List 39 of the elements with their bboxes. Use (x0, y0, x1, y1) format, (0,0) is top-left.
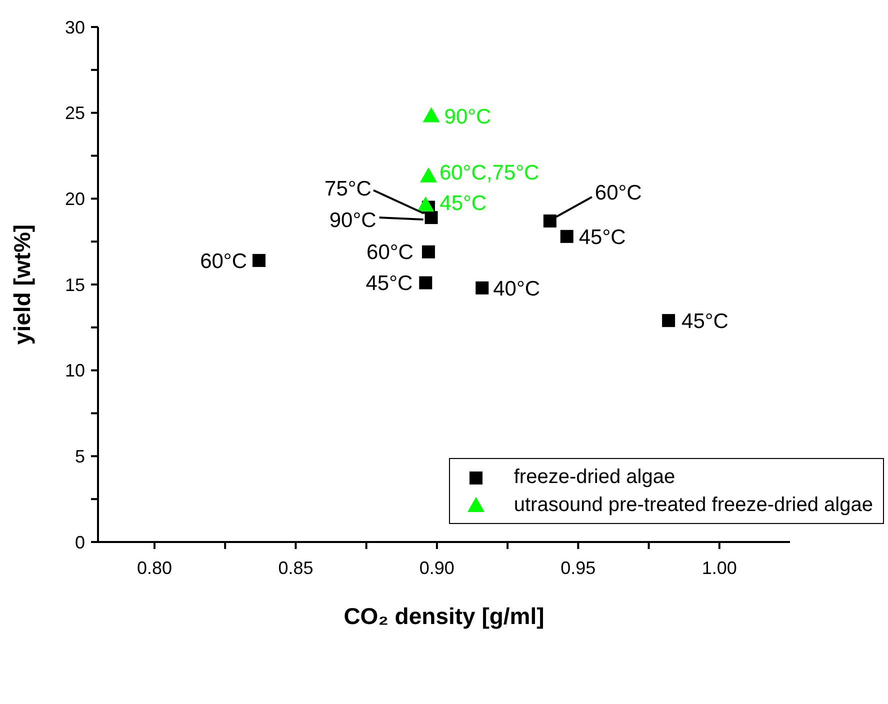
point (422, 245, 435, 258)
annotation: 60°C (366, 241, 414, 264)
point (476, 281, 489, 294)
x-tick-label: 1.00 (702, 558, 737, 578)
x-tick-label: 0.90 (419, 558, 454, 578)
x-tick-label: 0.80 (136, 558, 172, 578)
annotation: 90°C (329, 208, 376, 232)
annotation: 45°C (366, 272, 413, 296)
x-tick-label: 0.85 (278, 558, 314, 578)
annotation: 60°C (200, 250, 247, 273)
y-tick-label: 10 (64, 360, 85, 381)
y-tick-label: 30 (64, 17, 85, 38)
point (422, 107, 440, 122)
x-tick-label: 0.95 (560, 558, 596, 578)
annotation: 45°C (682, 310, 728, 333)
annotation: 60°C,75°C (439, 162, 540, 185)
point (417, 196, 434, 212)
y-tick-label: 5 (74, 446, 85, 467)
y-tick-label: 15 (64, 274, 85, 295)
annotation: 60°C (594, 181, 642, 204)
point (420, 167, 437, 182)
point (662, 314, 676, 328)
y-tick-label: 0 (74, 532, 85, 552)
annotation: 75°C (324, 178, 372, 201)
x-axis-title: CO₂ density [g/ml] (344, 603, 544, 629)
annotation: 45°C (440, 192, 487, 215)
y-tick-label: 20 (64, 189, 85, 210)
point (424, 211, 438, 224)
point (543, 214, 556, 228)
point (419, 276, 432, 290)
annotation: 45°C (578, 226, 626, 249)
y-tick-label: 25 (64, 103, 85, 124)
annotation: 40°C (493, 277, 540, 300)
point (560, 230, 574, 243)
point (252, 254, 266, 267)
legend-label: utrasound pre-treated freeze-dried algae (514, 494, 873, 516)
y-axis-title: yield [wt%] (9, 224, 35, 345)
annotation: 90°C (444, 106, 492, 129)
legend-label: freeze-dried algae (514, 466, 676, 488)
